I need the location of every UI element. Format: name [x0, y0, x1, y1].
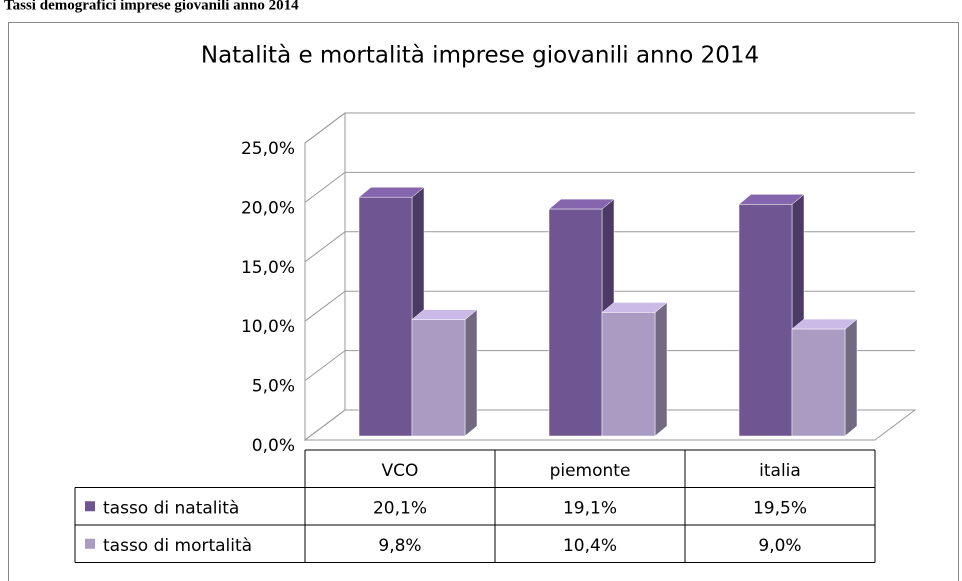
- table-value: 10,4%: [563, 536, 617, 556]
- table-value: 9,8%: [378, 536, 421, 556]
- bar-side: [464, 309, 478, 437]
- y-tick-label: 25,0%: [241, 139, 295, 159]
- y-tick-label: 10,0%: [241, 317, 295, 337]
- grid-line: [304, 290, 915, 322]
- bar: [791, 328, 846, 437]
- y-tick-label: 20,0%: [241, 198, 295, 218]
- grid-line: [304, 112, 915, 144]
- grid-line: [304, 171, 915, 203]
- chart-title: Natalità e mortalità imprese giovanili a…: [201, 43, 759, 69]
- back-wall: [304, 112, 346, 441]
- grid-line: [304, 350, 915, 382]
- page-heading: Tassi demografici imprese giovanili anno…: [4, 0, 299, 13]
- x-tick-label: italia: [759, 461, 801, 481]
- y-tick-label: 0,0%: [252, 436, 295, 456]
- x-tick-label: piemonte: [550, 461, 631, 481]
- table-value: 20,1%: [373, 498, 427, 518]
- grid-line: [304, 409, 915, 441]
- y-tick-label: 15,0%: [241, 258, 295, 278]
- bar: [601, 312, 656, 437]
- bar: [738, 204, 793, 437]
- legend-swatch: [85, 538, 95, 549]
- legend-label: tasso di mortalità: [103, 536, 252, 556]
- y-tick-label: 5,0%: [252, 377, 295, 397]
- chart-frame: [8, 22, 959, 581]
- bar: [358, 196, 413, 437]
- legend-label: tasso di natalità: [103, 498, 239, 518]
- bar: [548, 208, 603, 437]
- table-value: 19,5%: [753, 498, 807, 518]
- bar-side: [844, 318, 858, 437]
- table-value: 19,1%: [563, 498, 617, 518]
- x-tick-label: VCO: [382, 461, 419, 481]
- bar: [411, 319, 466, 437]
- legend-swatch: [85, 501, 95, 512]
- bar-side: [654, 301, 668, 437]
- grid-line: [304, 231, 915, 263]
- table-value: 9,0%: [758, 536, 801, 556]
